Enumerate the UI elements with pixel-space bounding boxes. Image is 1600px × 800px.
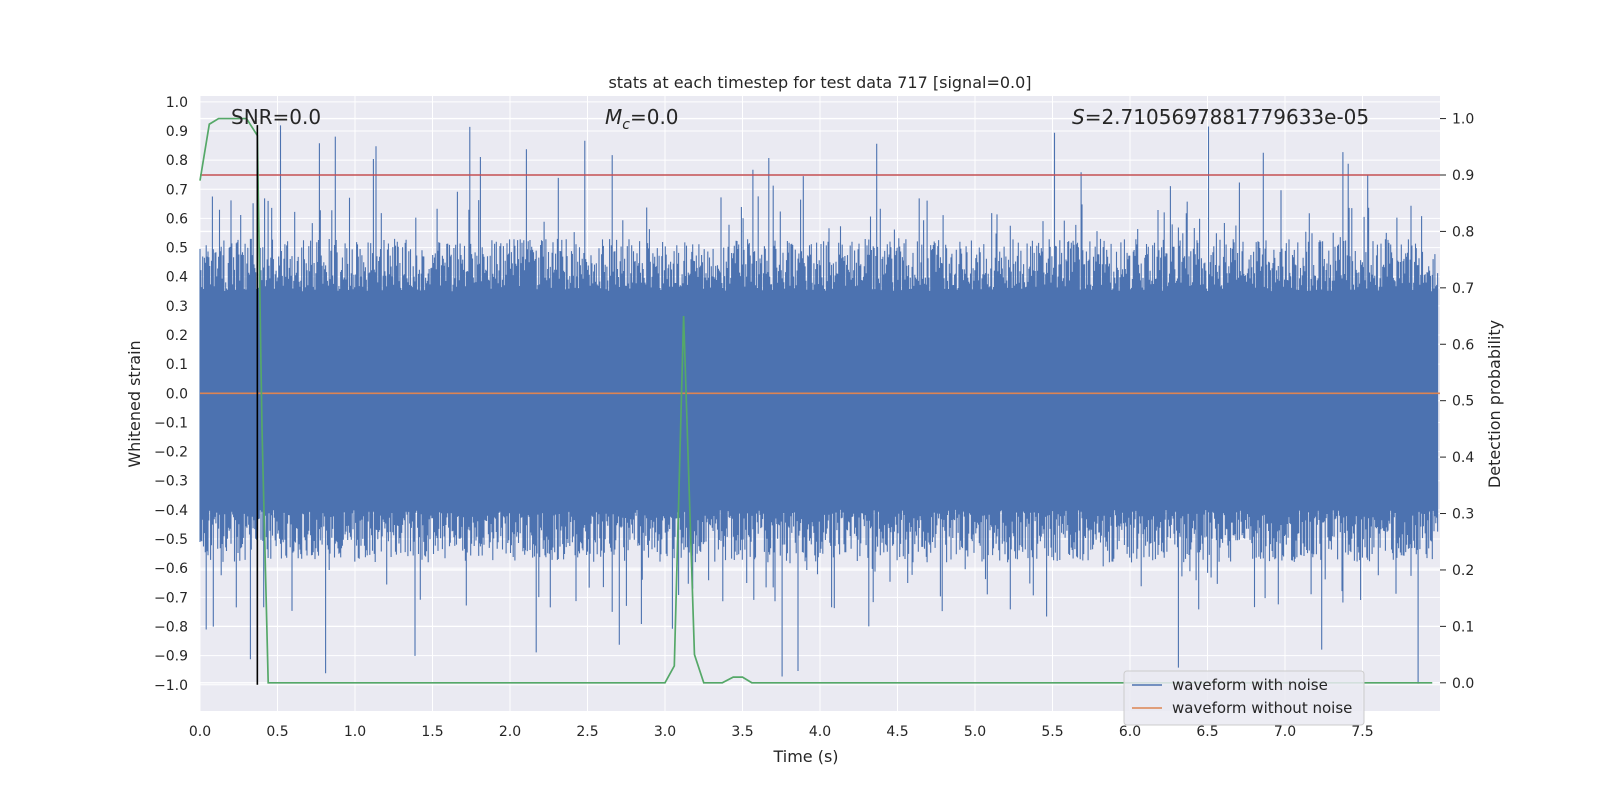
y-tick-label: −0.9 [154,649,188,665]
chart-title: stats at each timestep for test data 717… [608,73,1031,92]
y-tick-label: 0.1 [166,357,188,373]
x-tick-label: 5.5 [1041,724,1063,740]
y2-tick-label: 0.1 [1452,619,1474,635]
y2-tick-label: 1.0 [1452,112,1474,128]
x-tick-label: 6.0 [1119,724,1141,740]
y2-tick-label: 0.6 [1452,337,1474,353]
y2-tick-label: 0.3 [1452,507,1474,523]
y-tick-label: −0.2 [154,445,188,461]
y-axis-label: Whitened strain [125,340,144,467]
y-tick-label: 0.8 [166,153,188,169]
x-tick-label: 0.5 [266,724,288,740]
y2-tick-label: 0.9 [1452,168,1474,184]
x-tick-label: 1.5 [421,724,443,740]
x-tick-label: 7.0 [1274,724,1296,740]
x-tick-label: 7.5 [1351,724,1373,740]
y-tick-label: −0.7 [154,590,188,606]
legend: waveform with noise waveform without noi… [1123,670,1365,726]
legend-label-clean: waveform without noise [1172,699,1352,717]
x-tick-label: 2.5 [576,724,598,740]
y2-tick-label: 0.7 [1452,281,1474,297]
y-tick-label: 0.5 [166,241,188,257]
x-tick-label: 0.0 [189,724,211,740]
series-detection-probability [199,117,1433,684]
y-tick-label: 1.0 [166,95,188,111]
y-tick-label: 0.9 [166,124,188,140]
y-axis-ticks: 1.0 0.9 0.8 0.7 0.6 0.5 0.4 0.3 0.2 0.1 0.0 −0.1 −0.… [154,95,188,694]
noise-band [199,125,1439,684]
x-tick-label: 5.0 [964,724,986,740]
y2-tick-label: 0.5 [1452,394,1474,410]
y-tick-label: −0.8 [154,619,188,635]
y-tick-label: −0.5 [154,532,188,548]
y2-axis-ticks: 1.0 0.9 0.8 0.7 0.6 0.5 0.4 0.3 0.2 0.1 0.0 [1440,112,1474,692]
y-tick-label: −1.0 [154,678,188,694]
legend-label-noise: waveform with noise [1172,676,1328,694]
series-waveform-with-noise [199,125,1439,684]
x-tick-label: 3.5 [731,724,753,740]
y-tick-label: 0.0 [166,386,188,402]
y2-tick-label: 0.4 [1452,450,1474,466]
y-tick-label: 0.4 [166,270,188,286]
x-tick-label: 4.0 [809,724,831,740]
y2-axis-label: Detection probability [1485,320,1504,488]
y-tick-label: −0.4 [154,503,188,519]
y2-tick-label: 0.2 [1452,563,1474,579]
y2-tick-label: 0.0 [1452,676,1474,692]
y-tick-label: 0.2 [166,328,188,344]
x-axis-label: Time (s) [772,747,838,766]
y-tick-label: 0.7 [166,182,188,198]
x-axis-ticks: 0.0 0.5 1.0 1.5 2.0 2.5 3.0 3.5 4.0 4.5 5.0 5.5 6.0 6… [189,724,1374,740]
y-tick-label: −0.3 [154,474,188,490]
y-tick-label: 0.3 [166,299,188,315]
chirp-mass-annotation: Mc=0.0 [605,105,679,133]
x-tick-label: 6.5 [1196,724,1218,740]
s-annotation: S=2.7105697881779633e-05 [1072,105,1369,129]
y2-tick-label: 0.8 [1452,224,1474,240]
legend-box [1123,670,1365,726]
x-tick-label: 4.5 [886,724,908,740]
snr-annotation: SNR=0.0 [231,105,321,129]
y-tick-label: −0.1 [154,415,188,431]
y-tick-label: −0.6 [154,561,188,577]
probability-line [199,117,1433,684]
x-tick-label: 1.0 [344,724,366,740]
y-tick-label: 0.6 [166,211,188,227]
x-tick-label: 3.0 [654,724,676,740]
x-tick-label: 2.0 [499,724,521,740]
